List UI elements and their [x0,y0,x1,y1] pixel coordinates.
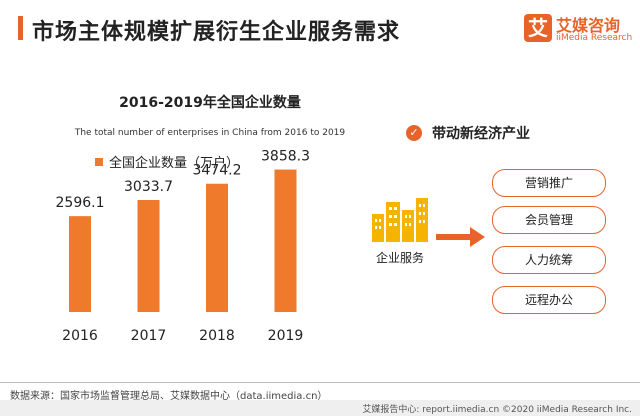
page-title: 市场主体规模扩展衍生企业服务需求 [32,20,401,45]
right-panel-heading: 带动新经济产业 [432,126,530,142]
logo-mark-icon: 艾 [524,14,552,42]
x-tick-2016: 2016 [62,328,98,344]
legend-swatch [95,157,103,166]
service-item-marketing: 营销推广 [492,169,606,197]
data-label-2018: 3474.2 [193,163,242,179]
buildings-icon [372,198,428,242]
enterprise-service-label: 企业服务 [375,251,424,265]
brand-logo: 艾 艾媒咨询 iiMedia Research [524,12,632,48]
chart-title: 2016-2019年全国企业数量 [119,95,301,111]
service-item-membership: 会员管理 [492,206,606,234]
bar-2019 [274,169,297,312]
chart-subtitle: The total number of enterprises in China… [74,128,346,138]
service-item-remote-work: 远程办公 [492,286,606,314]
logo-name: 艾媒咨询 [556,16,621,35]
bar-chart: 2596.1 2016 3033.7 2017 3474.2 2018 3858.3 2019 [56,149,311,344]
x-tick-2019: 2019 [268,328,304,344]
footer-bar: 艾媒报告中心: report.iimedia.cn ©2020 iiMedia … [0,400,640,416]
data-label-2019: 3858.3 [261,149,310,165]
source-divider [0,382,640,383]
footer-text: 艾媒报告中心: report.iimedia.cn ©2020 iiMedia … [362,405,632,415]
chart-legend: 全国企业数量（万户） [95,152,239,171]
x-tick-2017: 2017 [131,328,167,344]
bar-2018 [206,183,228,312]
data-source: 数据来源：国家市场监督管理总局、艾媒数据中心（data.iimedia.cn） [10,391,328,402]
arrow-right-icon [436,227,485,247]
data-label-2016: 2596.1 [56,195,105,211]
x-tick-2018: 2018 [199,328,235,344]
logo-english-name: iiMedia Research [556,33,633,43]
check-circle-icon: ✓ [406,125,422,141]
data-label-2017: 3033.7 [124,179,173,195]
title-accent-bar [18,16,23,40]
bar-2017 [137,199,160,312]
legend-label: 全国企业数量（万户） [109,156,240,171]
bar-2016 [69,216,91,312]
service-item-hr: 人力统筹 [492,246,606,274]
